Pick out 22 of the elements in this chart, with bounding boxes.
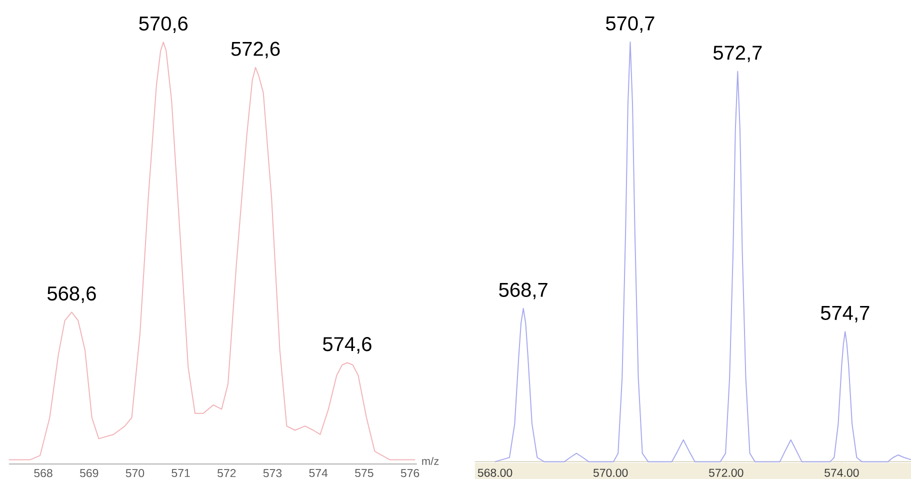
x-tick-label: 573	[263, 469, 282, 478]
annotation: 574,7	[820, 306, 870, 322]
x-axis-title: m/z	[422, 456, 439, 466]
x-tick-label: 568	[34, 469, 52, 478]
x-tick-label: 568.00	[478, 468, 512, 477]
annotation: 570,6	[139, 16, 188, 33]
x-tick-label: 574.00	[824, 468, 859, 477]
x-tick-label: 572	[218, 469, 236, 478]
annotation: 568,6	[47, 286, 96, 303]
x-tick-label: 572.00	[708, 468, 744, 477]
x-tick-label: 571	[172, 469, 190, 478]
x-tick-label: 575	[355, 469, 374, 478]
x-tick-label: 574	[309, 469, 328, 478]
annotation: 572,6	[231, 42, 280, 58]
x-tick-label: 569	[80, 469, 98, 478]
x-tick-label: 570	[126, 469, 144, 478]
annotation: 568,7	[499, 282, 548, 300]
annotation: 570,7	[606, 16, 654, 33]
annotation: 574,6	[322, 337, 372, 354]
x-tick-label: 576	[400, 469, 420, 478]
x-tick-label: 570.00	[593, 468, 628, 477]
annotation: 572,7	[713, 46, 762, 62]
